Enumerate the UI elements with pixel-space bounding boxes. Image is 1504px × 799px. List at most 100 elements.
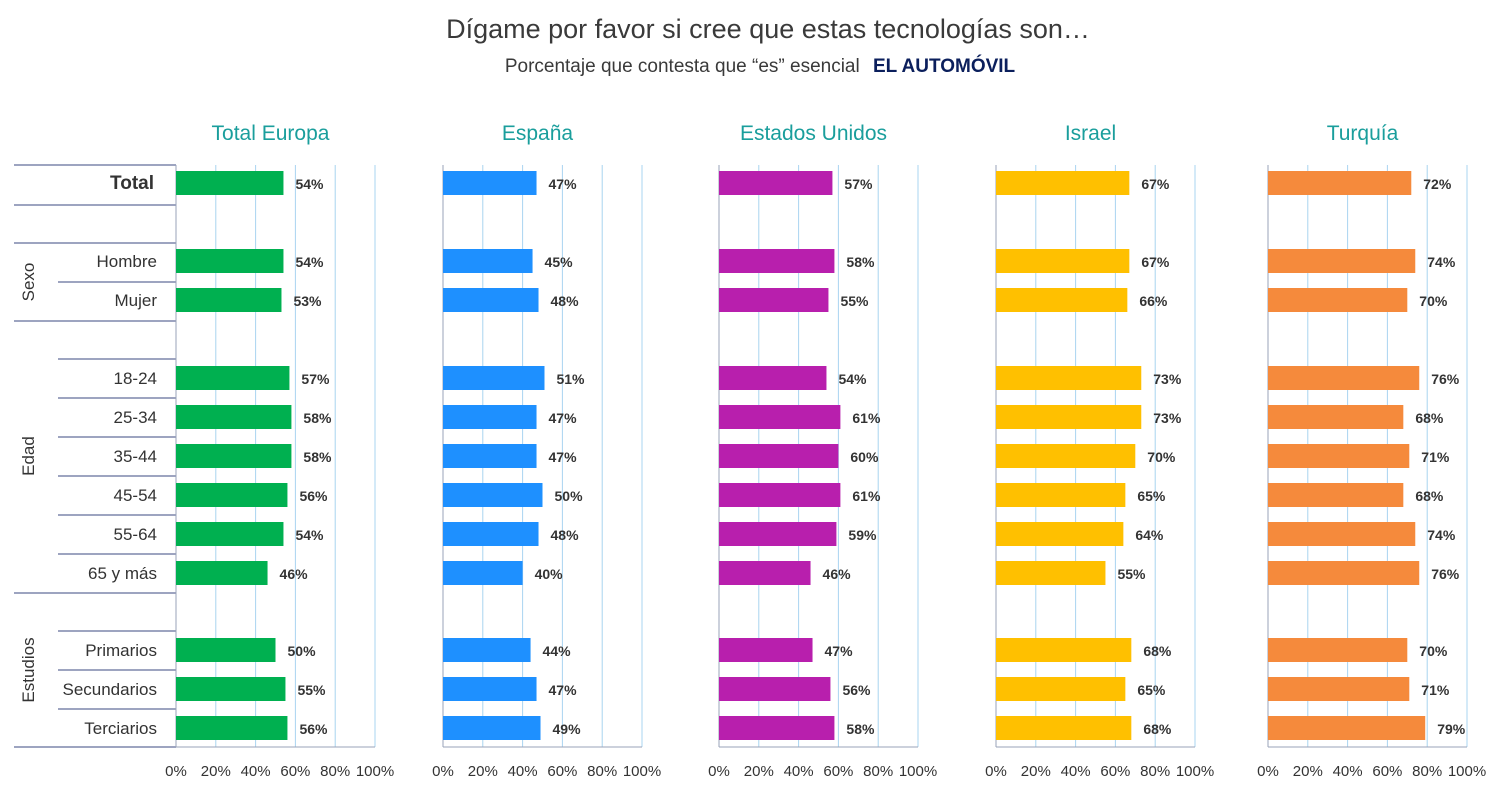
x-tick-label: 60% <box>280 763 310 780</box>
data-label: 55% <box>1117 566 1146 582</box>
bar <box>719 288 829 312</box>
bar <box>719 171 833 195</box>
data-label: 57% <box>844 176 873 192</box>
bar <box>1268 171 1412 195</box>
data-label: 48% <box>551 293 580 309</box>
bar <box>996 366 1142 390</box>
bar <box>176 677 286 701</box>
subtitle-prefix: Porcentaje que contesta que “es” esencia… <box>505 56 860 77</box>
bar <box>996 561 1106 585</box>
data-label: 76% <box>1431 371 1460 387</box>
bar <box>996 522 1124 546</box>
data-label: 65% <box>1137 488 1166 504</box>
row-label-25-34: 25-34 <box>114 408 157 427</box>
panel-3: Israel 0% 20% 40% 60% 80% 100% 67% 67% 66% 73% 73% 7… <box>985 122 1214 780</box>
row-label-45-54: 45-54 <box>114 486 157 505</box>
data-label: 67% <box>1141 176 1170 192</box>
bar <box>719 405 841 429</box>
bar <box>1268 561 1420 585</box>
x-tick-label: 20% <box>1021 763 1051 780</box>
x-tick-label: 40% <box>1333 763 1363 780</box>
bar <box>996 288 1128 312</box>
x-tick-label: 40% <box>241 763 271 780</box>
panel-1: España 0% 20% 40% 60% 80% 100% 47% 45% 48% 51% 47% 4… <box>432 122 661 780</box>
bar <box>176 444 292 468</box>
data-label: 55% <box>297 682 326 698</box>
row-label-18-24: 18-24 <box>114 369 157 388</box>
bar <box>719 366 827 390</box>
x-tick-label: 60% <box>1372 763 1402 780</box>
row-label-total: Total <box>110 173 154 194</box>
data-label: 56% <box>299 721 328 737</box>
row-labels: Total Hombre Mujer 18-24 25-34 35-44 45-54 55-6… <box>14 164 177 748</box>
bar <box>1268 483 1404 507</box>
x-tick-label: 80% <box>1140 763 1170 780</box>
bar <box>176 366 290 390</box>
bar <box>1268 444 1410 468</box>
bar <box>176 561 268 585</box>
x-tick-label: 60% <box>823 763 853 780</box>
bar <box>176 249 284 273</box>
bar <box>443 483 543 507</box>
bar <box>443 249 533 273</box>
data-label: 58% <box>846 721 875 737</box>
data-label: 71% <box>1421 449 1450 465</box>
row-label-mujer: Mujer <box>114 291 157 310</box>
bar <box>176 288 282 312</box>
bar <box>996 638 1132 662</box>
data-label: 56% <box>299 488 328 504</box>
data-label: 50% <box>288 643 317 659</box>
bar <box>719 483 841 507</box>
bar <box>719 444 839 468</box>
x-tick-label: 20% <box>201 763 231 780</box>
panel-title: Estados Unidos <box>740 122 887 145</box>
x-tick-label: 0% <box>165 763 187 780</box>
bar <box>176 405 292 429</box>
data-label: 40% <box>535 566 564 582</box>
bar <box>719 677 831 701</box>
bar <box>176 483 288 507</box>
bar <box>443 716 541 740</box>
data-label: 48% <box>551 527 580 543</box>
bar <box>996 716 1132 740</box>
data-label: 71% <box>1421 682 1450 698</box>
bar <box>176 171 284 195</box>
chart-panels: Total Europa 0% 20% 40% 60% 80% 100% 54% 54% 53% 5… <box>165 122 1486 780</box>
x-tick-label: 80% <box>587 763 617 780</box>
data-label: 47% <box>549 449 578 465</box>
group-label-estudios: Estudios <box>19 637 38 702</box>
subtitle-strong: EL AUTOMÓVIL <box>873 55 1016 77</box>
bar <box>996 677 1126 701</box>
bar <box>1268 522 1416 546</box>
data-label: 47% <box>549 176 578 192</box>
data-label: 76% <box>1431 566 1460 582</box>
x-tick-label: 20% <box>1293 763 1323 780</box>
data-label: 47% <box>549 682 578 698</box>
data-label: 70% <box>1147 449 1176 465</box>
x-tick-label: 0% <box>432 763 454 780</box>
data-label: 60% <box>850 449 879 465</box>
bar <box>1268 677 1410 701</box>
data-label: 67% <box>1141 254 1170 270</box>
x-tick-label: 100% <box>899 763 937 780</box>
x-tick-label: 60% <box>547 763 577 780</box>
data-label: 68% <box>1415 410 1444 426</box>
row-label-secundarios: Secundarios <box>62 680 157 699</box>
bar <box>443 561 523 585</box>
group-label-edad: Edad <box>19 436 38 476</box>
bar <box>176 522 284 546</box>
data-label: 56% <box>842 682 871 698</box>
data-label: 45% <box>545 254 574 270</box>
row-label-55-64: 55-64 <box>114 525 157 544</box>
x-tick-label: 80% <box>1412 763 1442 780</box>
bar <box>443 366 545 390</box>
data-label: 70% <box>1419 293 1448 309</box>
data-label: 73% <box>1153 371 1182 387</box>
data-label: 61% <box>852 488 881 504</box>
x-tick-label: 20% <box>744 763 774 780</box>
data-label: 54% <box>295 254 324 270</box>
bar <box>443 522 539 546</box>
data-label: 46% <box>823 566 852 582</box>
bar <box>1268 288 1408 312</box>
data-label: 57% <box>301 371 330 387</box>
